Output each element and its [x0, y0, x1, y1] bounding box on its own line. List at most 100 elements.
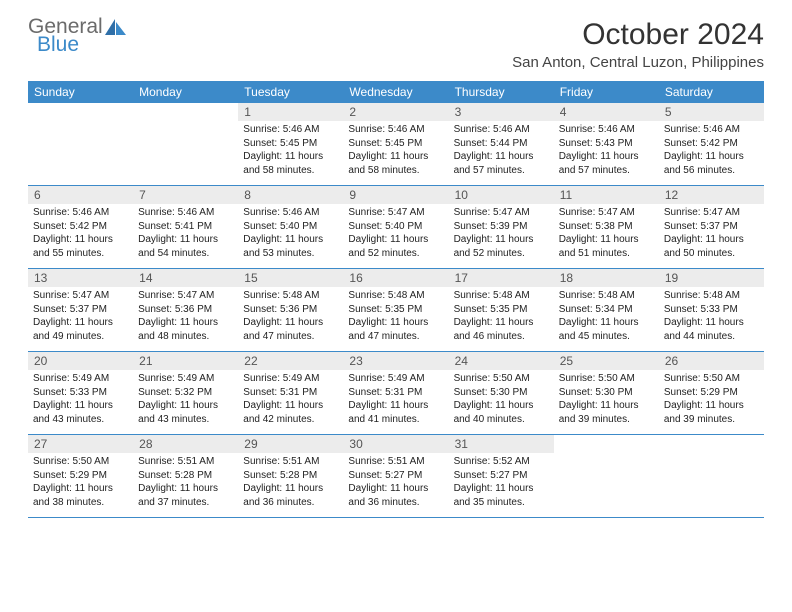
sunrise-line: Sunrise: 5:46 AM [348, 123, 443, 137]
sunset-line: Sunset: 5:28 PM [243, 469, 338, 483]
sunset-line: Sunset: 5:44 PM [454, 137, 549, 151]
day-cell: 30Sunrise: 5:51 AMSunset: 5:27 PMDayligh… [343, 435, 448, 517]
day-number: 8 [238, 186, 343, 204]
sunrise-line: Sunrise: 5:49 AM [243, 372, 338, 386]
sunset-line: Sunset: 5:36 PM [243, 303, 338, 317]
day-cell: 25Sunrise: 5:50 AMSunset: 5:30 PMDayligh… [554, 352, 659, 434]
daylight-line: Daylight: 11 hours and 46 minutes. [454, 316, 549, 343]
day-number: 19 [659, 269, 764, 287]
sunrise-line: Sunrise: 5:48 AM [243, 289, 338, 303]
day-details: Sunrise: 5:51 AMSunset: 5:28 PMDaylight:… [238, 453, 343, 509]
weekday-header-row: SundayMondayTuesdayWednesdayThursdayFrid… [28, 81, 764, 103]
sunrise-line: Sunrise: 5:47 AM [33, 289, 128, 303]
daylight-line: Daylight: 11 hours and 48 minutes. [138, 316, 233, 343]
day-details: Sunrise: 5:47 AMSunset: 5:36 PMDaylight:… [133, 287, 238, 343]
logo: General Blue [28, 18, 127, 54]
sunrise-line: Sunrise: 5:48 AM [559, 289, 654, 303]
day-details: Sunrise: 5:50 AMSunset: 5:30 PMDaylight:… [554, 370, 659, 426]
sunset-line: Sunset: 5:29 PM [664, 386, 759, 400]
day-details: Sunrise: 5:51 AMSunset: 5:27 PMDaylight:… [343, 453, 448, 509]
sunset-line: Sunset: 5:37 PM [33, 303, 128, 317]
daylight-line: Daylight: 11 hours and 57 minutes. [454, 150, 549, 177]
header: General Blue October 2024 San Anton, Cen… [0, 0, 792, 75]
daylight-line: Daylight: 11 hours and 39 minutes. [664, 399, 759, 426]
sunset-line: Sunset: 5:30 PM [454, 386, 549, 400]
weekday-header: Monday [133, 81, 238, 103]
day-number: 21 [133, 352, 238, 370]
day-number: 20 [28, 352, 133, 370]
day-details: Sunrise: 5:50 AMSunset: 5:30 PMDaylight:… [449, 370, 554, 426]
daylight-line: Daylight: 11 hours and 36 minutes. [348, 482, 443, 509]
logo-text-bottom: Blue [28, 36, 127, 54]
sunset-line: Sunset: 5:41 PM [138, 220, 233, 234]
day-number: 18 [554, 269, 659, 287]
sunrise-line: Sunrise: 5:46 AM [559, 123, 654, 137]
day-cell: 5Sunrise: 5:46 AMSunset: 5:42 PMDaylight… [659, 103, 764, 185]
daylight-line: Daylight: 11 hours and 41 minutes. [348, 399, 443, 426]
sunset-line: Sunset: 5:33 PM [33, 386, 128, 400]
sunrise-line: Sunrise: 5:47 AM [454, 206, 549, 220]
sunset-line: Sunset: 5:39 PM [454, 220, 549, 234]
day-cell: . [659, 435, 764, 517]
day-details: Sunrise: 5:47 AMSunset: 5:39 PMDaylight:… [449, 204, 554, 260]
sunset-line: Sunset: 5:27 PM [454, 469, 549, 483]
day-details: Sunrise: 5:46 AMSunset: 5:43 PMDaylight:… [554, 121, 659, 177]
sunrise-line: Sunrise: 5:51 AM [348, 455, 443, 469]
sunset-line: Sunset: 5:34 PM [559, 303, 654, 317]
sunrise-line: Sunrise: 5:51 AM [138, 455, 233, 469]
logo-sail-icon [105, 19, 127, 35]
daylight-line: Daylight: 11 hours and 43 minutes. [33, 399, 128, 426]
calendar-week: ..1Sunrise: 5:46 AMSunset: 5:45 PMDaylig… [28, 103, 764, 186]
sunrise-line: Sunrise: 5:49 AM [33, 372, 128, 386]
day-details: Sunrise: 5:48 AMSunset: 5:33 PMDaylight:… [659, 287, 764, 343]
sunset-line: Sunset: 5:45 PM [243, 137, 338, 151]
day-number: 26 [659, 352, 764, 370]
daylight-line: Daylight: 11 hours and 47 minutes. [348, 316, 443, 343]
sunset-line: Sunset: 5:35 PM [454, 303, 549, 317]
day-details: Sunrise: 5:47 AMSunset: 5:38 PMDaylight:… [554, 204, 659, 260]
day-number: 25 [554, 352, 659, 370]
day-details: Sunrise: 5:46 AMSunset: 5:44 PMDaylight:… [449, 121, 554, 177]
day-details: Sunrise: 5:47 AMSunset: 5:40 PMDaylight:… [343, 204, 448, 260]
day-cell: 2Sunrise: 5:46 AMSunset: 5:45 PMDaylight… [343, 103, 448, 185]
day-details: Sunrise: 5:46 AMSunset: 5:41 PMDaylight:… [133, 204, 238, 260]
day-details: Sunrise: 5:49 AMSunset: 5:31 PMDaylight:… [238, 370, 343, 426]
day-number: 6 [28, 186, 133, 204]
day-cell: 7Sunrise: 5:46 AMSunset: 5:41 PMDaylight… [133, 186, 238, 268]
sunrise-line: Sunrise: 5:52 AM [454, 455, 549, 469]
day-details: Sunrise: 5:48 AMSunset: 5:36 PMDaylight:… [238, 287, 343, 343]
day-details: Sunrise: 5:47 AMSunset: 5:37 PMDaylight:… [659, 204, 764, 260]
sunrise-line: Sunrise: 5:47 AM [348, 206, 443, 220]
day-details: Sunrise: 5:46 AMSunset: 5:45 PMDaylight:… [343, 121, 448, 177]
page-title: October 2024 [512, 18, 764, 52]
sunrise-line: Sunrise: 5:46 AM [138, 206, 233, 220]
sunset-line: Sunset: 5:29 PM [33, 469, 128, 483]
daylight-line: Daylight: 11 hours and 53 minutes. [243, 233, 338, 260]
sunset-line: Sunset: 5:36 PM [138, 303, 233, 317]
day-details: Sunrise: 5:49 AMSunset: 5:32 PMDaylight:… [133, 370, 238, 426]
weekday-header: Wednesday [343, 81, 448, 103]
day-cell: 31Sunrise: 5:52 AMSunset: 5:27 PMDayligh… [449, 435, 554, 517]
day-details: Sunrise: 5:52 AMSunset: 5:27 PMDaylight:… [449, 453, 554, 509]
day-details: Sunrise: 5:46 AMSunset: 5:45 PMDaylight:… [238, 121, 343, 177]
sunset-line: Sunset: 5:42 PM [664, 137, 759, 151]
day-cell: 1Sunrise: 5:46 AMSunset: 5:45 PMDaylight… [238, 103, 343, 185]
daylight-line: Daylight: 11 hours and 57 minutes. [559, 150, 654, 177]
daylight-line: Daylight: 11 hours and 44 minutes. [664, 316, 759, 343]
daylight-line: Daylight: 11 hours and 43 minutes. [138, 399, 233, 426]
sunrise-line: Sunrise: 5:46 AM [33, 206, 128, 220]
sunset-line: Sunset: 5:37 PM [664, 220, 759, 234]
day-number: 23 [343, 352, 448, 370]
day-number: 30 [343, 435, 448, 453]
sunset-line: Sunset: 5:35 PM [348, 303, 443, 317]
day-cell: 4Sunrise: 5:46 AMSunset: 5:43 PMDaylight… [554, 103, 659, 185]
day-cell: 17Sunrise: 5:48 AMSunset: 5:35 PMDayligh… [449, 269, 554, 351]
sunrise-line: Sunrise: 5:46 AM [664, 123, 759, 137]
sunrise-line: Sunrise: 5:46 AM [454, 123, 549, 137]
day-details: Sunrise: 5:51 AMSunset: 5:28 PMDaylight:… [133, 453, 238, 509]
sunset-line: Sunset: 5:42 PM [33, 220, 128, 234]
weekday-header: Tuesday [238, 81, 343, 103]
day-cell: 10Sunrise: 5:47 AMSunset: 5:39 PMDayligh… [449, 186, 554, 268]
weekday-header: Friday [554, 81, 659, 103]
day-details: Sunrise: 5:48 AMSunset: 5:35 PMDaylight:… [343, 287, 448, 343]
